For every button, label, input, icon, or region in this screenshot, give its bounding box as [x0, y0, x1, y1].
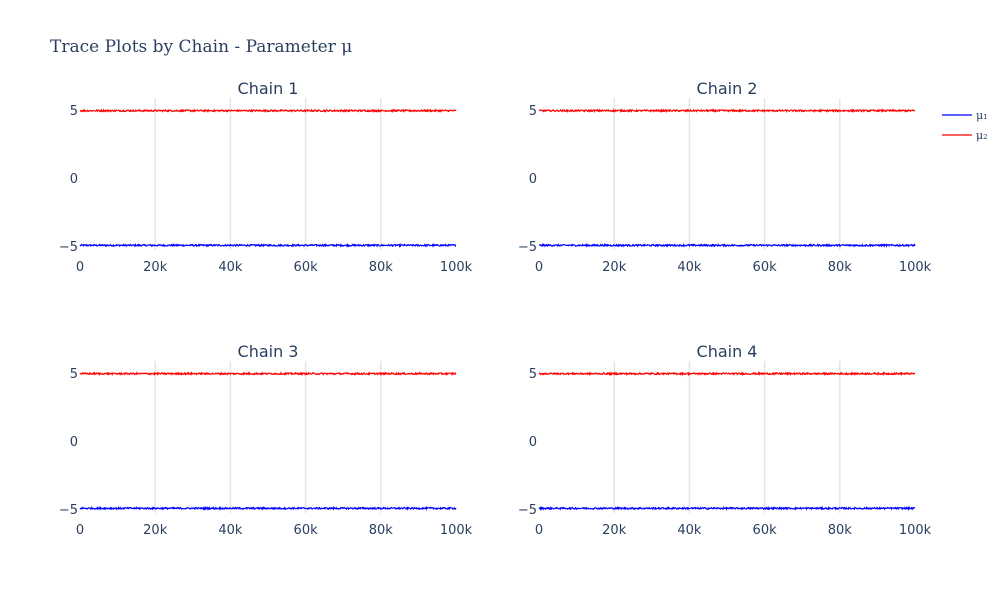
- y-tick-label: 5: [70, 104, 78, 119]
- x-tick-label: 80k: [369, 260, 394, 275]
- subplot-title: Chain 3: [238, 342, 299, 361]
- y-tick-label: 0: [529, 172, 537, 187]
- y-tick-label: 0: [70, 172, 78, 187]
- trace-series-2: [79, 108, 457, 114]
- subplot-title: Chain 2: [697, 79, 758, 98]
- x-tick-label: 100k: [899, 260, 932, 275]
- trace-series-1: [79, 242, 457, 248]
- trace-series-1: [538, 243, 916, 248]
- y-tick-label: 5: [70, 367, 78, 382]
- subplot-chain-1: Chain 1 0 20k 40k 60k 80k 100k −5 0 5: [59, 79, 473, 275]
- subplot-chain-3: Chain 3 0 20k 40k 60k 80k 100k −5 0 5: [59, 342, 473, 538]
- x-tick-label: 0: [535, 523, 543, 538]
- y-tick-label: −5: [518, 240, 537, 255]
- x-tick-label: 40k: [218, 260, 243, 275]
- x-tick-label: 40k: [677, 523, 702, 538]
- x-tick-label: 80k: [828, 260, 853, 275]
- y-tick-label: 5: [529, 104, 537, 119]
- x-tick-label: 0: [535, 260, 543, 275]
- x-tick-label: 40k: [677, 260, 702, 275]
- x-tick-label: 100k: [899, 523, 932, 538]
- x-tick-label: 80k: [369, 523, 394, 538]
- subplot-chain-4: Chain 4 0 20k 40k 60k 80k 100k −5 0 5: [518, 342, 932, 538]
- x-tick-label: 0: [76, 523, 84, 538]
- trace-series-2: [538, 371, 916, 377]
- y-tick-label: 5: [529, 367, 537, 382]
- figure-title: Trace Plots by Chain - Parameter μ: [50, 37, 352, 57]
- x-tick-label: 60k: [753, 523, 778, 538]
- x-tick-label: 60k: [753, 260, 778, 275]
- x-tick-label: 80k: [828, 523, 853, 538]
- y-tick-label: −5: [518, 503, 537, 518]
- trace-series-2: [538, 108, 916, 114]
- x-tick-label: 20k: [143, 523, 168, 538]
- legend-label: μ₁: [976, 109, 988, 122]
- y-tick-label: 0: [70, 435, 78, 450]
- subplot-title: Chain 1: [238, 79, 299, 98]
- y-tick-label: −5: [59, 240, 78, 255]
- y-tick-label: 0: [529, 435, 537, 450]
- trace-series-1: [79, 505, 457, 511]
- x-tick-label: 20k: [602, 523, 627, 538]
- x-tick-label: 0: [76, 260, 84, 275]
- trace-series-2: [79, 371, 457, 376]
- subplot-chain-2: Chain 2 0 20k 40k 60k 80k 100k −5 0 5: [518, 79, 932, 275]
- legend-item-2[interactable]: μ₂: [942, 129, 988, 142]
- trace-series-1: [538, 505, 916, 511]
- x-tick-label: 60k: [294, 260, 319, 275]
- legend[interactable]: μ₁ μ₂: [942, 109, 988, 142]
- y-tick-label: −5: [59, 503, 78, 518]
- legend-label: μ₂: [976, 129, 988, 142]
- legend-item-1[interactable]: μ₁: [942, 109, 988, 122]
- x-tick-label: 20k: [143, 260, 168, 275]
- x-tick-label: 40k: [218, 523, 243, 538]
- subplot-grid: Chain 1 0 20k 40k 60k 80k 100k −5 0 5 Chain 2 0 20k 4…: [59, 79, 932, 538]
- x-tick-label: 100k: [440, 260, 473, 275]
- x-tick-label: 100k: [440, 523, 473, 538]
- x-tick-label: 20k: [602, 260, 627, 275]
- subplot-title: Chain 4: [697, 342, 758, 361]
- x-tick-label: 60k: [294, 523, 319, 538]
